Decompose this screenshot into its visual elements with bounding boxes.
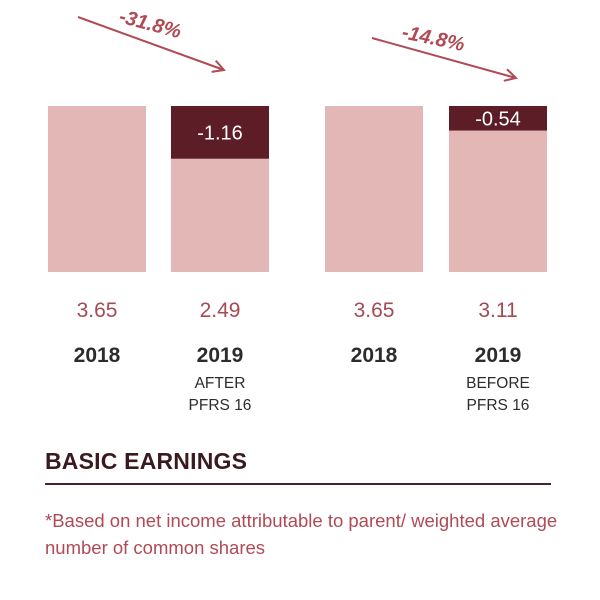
year-label: 2019: [475, 344, 522, 367]
bar-sublabel: AFTER: [195, 375, 246, 392]
bar: [449, 130, 547, 272]
bar: [171, 158, 269, 272]
bar: [325, 106, 423, 272]
decrease-segment: [449, 106, 547, 131]
bar-sublabel: BEFORE: [466, 375, 530, 392]
change-arrow: [371, 37, 516, 78]
year-label: 2018: [351, 344, 398, 367]
value-label: 2.49: [200, 299, 241, 322]
decrease-label: -1.16: [197, 122, 243, 144]
value-label: 3.65: [354, 299, 395, 322]
footnote: *Based on net income attributable to par…: [45, 510, 558, 558]
bar-sublabel: PFRS 16: [189, 397, 252, 414]
value-label: 3.11: [478, 299, 517, 322]
decrease-segment: [171, 106, 269, 159]
year-label: 2018: [74, 344, 121, 367]
title-divider: [45, 483, 551, 485]
decrease-label: -0.54: [475, 108, 521, 130]
change-arrow: [77, 16, 224, 70]
bar: [48, 106, 146, 272]
bar-sublabel: PFRS 16: [467, 397, 530, 414]
chart-title: BASIC EARNINGS: [45, 448, 248, 474]
value-label: 3.65: [77, 299, 118, 322]
change-percent-label: -14.8%: [400, 21, 467, 56]
year-label: 2019: [197, 344, 244, 367]
change-percent-label: -31.8%: [117, 6, 184, 44]
